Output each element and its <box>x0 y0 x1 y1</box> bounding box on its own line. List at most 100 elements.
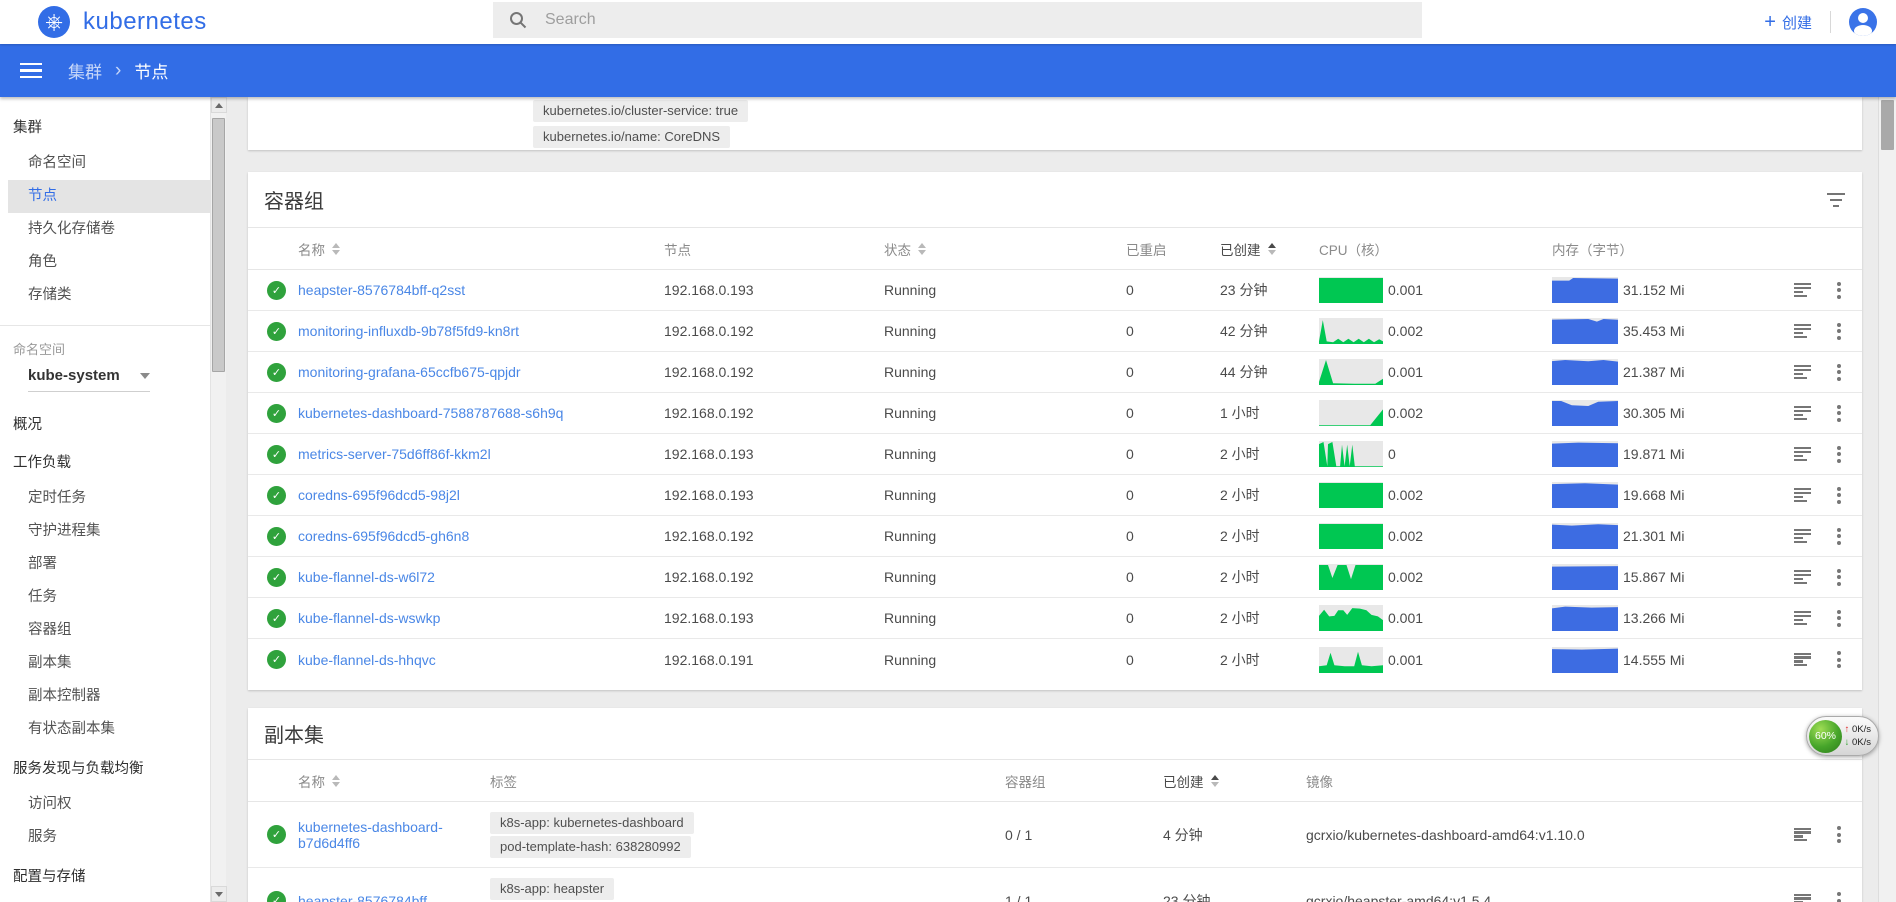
table-row: ✓ heapster-8576784bff-q2sst 192.168.0.19… <box>248 270 1862 311</box>
pod-name-link[interactable]: metrics-server-75d6ff86f-kkm2l <box>298 446 491 462</box>
pod-name-link[interactable]: monitoring-grafana-65ccfb675-qpjdr <box>298 364 521 380</box>
pod-cpu-value: 0.002 <box>1388 528 1423 544</box>
divider <box>1830 11 1831 33</box>
logs-icon[interactable] <box>1794 283 1811 297</box>
sidebar-item-cluster[interactable]: 集群 <box>0 113 210 143</box>
kebab-menu-icon[interactable] <box>1833 320 1845 342</box>
kebab-menu-icon[interactable] <box>1833 361 1845 383</box>
sidebar-item-jobs[interactable]: 任务 <box>0 581 210 614</box>
sidebar-item-discovery[interactable]: 服务发现与负载均衡 <box>0 754 210 784</box>
sidebar-scrollbar-thumb[interactable] <box>212 118 225 372</box>
cpu-sparkline <box>1319 523 1383 549</box>
table-row: ✓ kube-flannel-ds-wswkp 192.168.0.193 Ru… <box>248 598 1862 639</box>
sidebar-item-storage-classes[interactable]: 存储类 <box>0 279 210 312</box>
column-header-images[interactable]: 镜像 <box>1306 771 1790 791</box>
kebab-menu-icon[interactable] <box>1833 824 1845 846</box>
logs-icon[interactable] <box>1794 529 1811 543</box>
sidebar-item-persistent-volumes[interactable]: 持久化存储卷 <box>0 213 210 246</box>
logs-icon[interactable] <box>1794 488 1811 502</box>
pod-name-link[interactable]: kube-flannel-ds-hhqvc <box>298 652 436 668</box>
pod-name-link[interactable]: kube-flannel-ds-w6l72 <box>298 569 435 585</box>
table-row: ✓ monitoring-influxdb-9b78f5fd9-kn8rt 19… <box>248 311 1862 352</box>
sidebar-item-daemon-sets[interactable]: 守护进程集 <box>0 515 210 548</box>
column-header-name[interactable]: 名称 <box>298 239 664 259</box>
sidebar-item-replication-controllers[interactable]: 副本控制器 <box>0 680 210 713</box>
sidebar-item-deployments[interactable]: 部署 <box>0 548 210 581</box>
breadcrumb-section[interactable]: 集群 <box>68 58 102 83</box>
scroll-up-button[interactable] <box>211 97 227 113</box>
kebab-menu-icon[interactable] <box>1833 402 1845 424</box>
kebab-menu-icon[interactable] <box>1833 279 1845 301</box>
column-header-created[interactable]: 已创建 <box>1220 239 1319 259</box>
main-scrollbar-thumb[interactable] <box>1881 100 1894 150</box>
breadcrumb-current: 节点 <box>134 58 168 83</box>
kebab-menu-icon[interactable] <box>1833 649 1845 671</box>
pod-name-link[interactable]: monitoring-influxdb-9b78f5fd9-kn8rt <box>298 323 519 339</box>
status-ok-icon: ✓ <box>267 609 286 628</box>
sidebar-item-namespaces[interactable]: 命名空间 <box>0 147 210 180</box>
sidebar-item-replica-sets[interactable]: 副本集 <box>0 647 210 680</box>
pod-cpu-value: 0.002 <box>1388 405 1423 421</box>
column-header-node[interactable]: 节点 <box>664 239 884 259</box>
column-header-name[interactable]: 名称 <box>298 771 490 791</box>
pod-name-link[interactable]: coredns-695f96dcd5-gh6n8 <box>298 528 469 544</box>
replicaset-name-link[interactable]: heapster-8576784bff <box>298 893 427 902</box>
brand-area[interactable]: ⎈ kubernetes <box>38 6 207 38</box>
create-button[interactable]: + 创建 <box>1764 12 1812 33</box>
namespace-select[interactable]: kube-system <box>28 367 150 392</box>
status-ok-icon: ✓ <box>267 650 286 669</box>
kebab-menu-icon[interactable] <box>1833 443 1845 465</box>
kebab-menu-icon[interactable] <box>1833 566 1845 588</box>
pod-cpu-value: 0.001 <box>1388 282 1423 298</box>
logs-icon[interactable] <box>1794 653 1811 667</box>
logs-icon[interactable] <box>1794 894 1811 902</box>
filter-icon[interactable] <box>1826 193 1846 207</box>
account-avatar-icon[interactable] <box>1849 8 1877 36</box>
sidebar-item-workloads[interactable]: 工作负载 <box>0 448 210 478</box>
pod-status: Running <box>884 569 1126 585</box>
sidebar-item-pods[interactable]: 容器组 <box>0 614 210 647</box>
sidebar-item-ingresses[interactable]: 访问权 <box>0 788 210 821</box>
search-bar[interactable] <box>493 2 1422 38</box>
logs-icon[interactable] <box>1794 828 1811 842</box>
column-header-pods[interactable]: 容器组 <box>1005 771 1163 791</box>
search-input[interactable] <box>545 11 1365 29</box>
logs-icon[interactable] <box>1794 447 1811 461</box>
kebab-menu-icon[interactable] <box>1833 525 1845 547</box>
label-chip: kubernetes.io/cluster-service: true <box>533 100 748 122</box>
label-chip: k8s-app: kubernetes-dashboard <box>490 812 694 834</box>
column-header-restarts[interactable]: 已重启 <box>1126 239 1220 259</box>
logs-icon[interactable] <box>1794 570 1811 584</box>
column-header-status[interactable]: 状态 <box>884 239 1126 259</box>
pod-name-link[interactable]: heapster-8576784bff-q2sst <box>298 282 465 298</box>
status-ok-icon: ✓ <box>267 891 286 902</box>
sidebar-item-cron-jobs[interactable]: 定时任务 <box>0 482 210 515</box>
column-header-cpu[interactable]: CPU（核） <box>1319 239 1552 259</box>
pod-name-link[interactable]: kubernetes-dashboard-7588787688-s6h9q <box>298 405 563 421</box>
kebab-menu-icon[interactable] <box>1833 484 1845 506</box>
pod-name-link[interactable]: coredns-695f96dcd5-98j2l <box>298 487 460 503</box>
hamburger-menu-icon[interactable] <box>20 59 42 83</box>
pod-name-link[interactable]: kube-flannel-ds-wswkp <box>298 610 440 626</box>
kebab-menu-icon[interactable] <box>1833 890 1845 902</box>
sidebar-item-roles[interactable]: 角色 <box>0 246 210 279</box>
logs-icon[interactable] <box>1794 324 1811 338</box>
sidebar-item-overview[interactable]: 概况 <box>0 410 210 440</box>
logs-icon[interactable] <box>1794 611 1811 625</box>
logs-icon[interactable] <box>1794 406 1811 420</box>
kebab-menu-icon[interactable] <box>1833 607 1845 629</box>
column-header-created[interactable]: 已创建 <box>1163 771 1306 791</box>
namespace-select-value: kube-system <box>28 367 120 384</box>
cpu-sparkline <box>1319 441 1383 467</box>
sidebar-item-services[interactable]: 服务 <box>0 821 210 854</box>
network-speed-widget[interactable]: 60% ↑ 0K/s ↓ 0K/s <box>1806 716 1879 756</box>
replicaset-name-link[interactable]: kubernetes-dashboard-b7d6d4ff6 <box>298 819 443 851</box>
sidebar-item-stateful-sets[interactable]: 有状态副本集 <box>0 713 210 746</box>
logs-icon[interactable] <box>1794 365 1811 379</box>
column-header-labels[interactable]: 标签 <box>490 771 1005 791</box>
scroll-down-button[interactable] <box>211 886 227 902</box>
sidebar-item-nodes[interactable]: 节点 <box>8 180 210 213</box>
column-header-memory[interactable]: 内存（字节） <box>1552 239 1790 259</box>
sidebar-item-config-storage[interactable]: 配置与存储 <box>0 862 210 892</box>
replicaset-image: gcrxio/heapster-amd64:v1.5.4 <box>1306 893 1790 902</box>
